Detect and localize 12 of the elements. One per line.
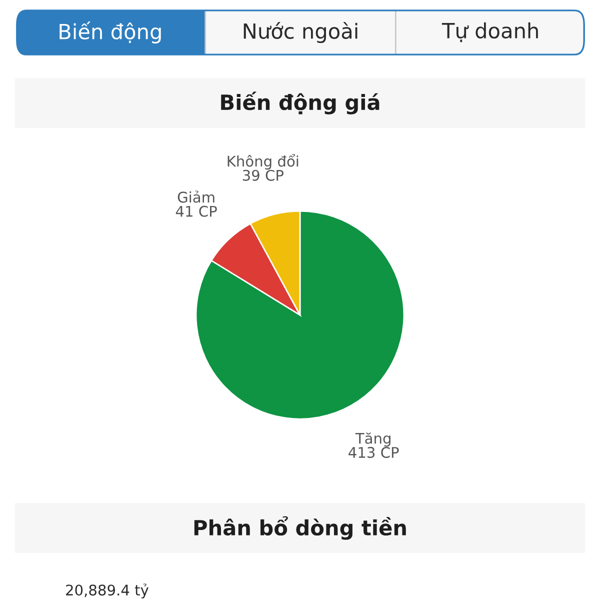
slice-label: Giảm xyxy=(178,190,214,203)
text: Tự doanh xyxy=(442,22,538,42)
slice-label: Không đổi xyxy=(228,154,298,170)
slice-label: Tăng xyxy=(355,432,390,447)
text: Nước ngoài xyxy=(244,22,358,43)
text: 20,889.4 tỷ xyxy=(66,584,148,598)
chart-title: Biến động giá xyxy=(221,92,380,114)
text: Biến động xyxy=(60,22,161,44)
data-label: 413 CP xyxy=(348,446,399,458)
text: Phân bổ dòng tiền xyxy=(194,516,406,540)
data-label: 41 CP xyxy=(176,206,217,217)
data-label: 39 CP xyxy=(242,170,284,181)
